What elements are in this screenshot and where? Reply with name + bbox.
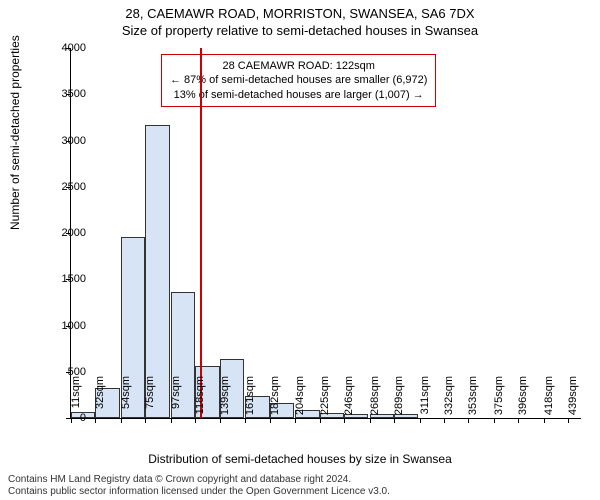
y-tick-label: 1500 — [46, 273, 86, 285]
x-tick-mark — [121, 418, 122, 423]
annotation-line1: 28 CAEMAWR ROAD: 122sqm — [170, 59, 427, 73]
x-tick-label: 97sqm — [170, 376, 182, 416]
x-tick-mark — [568, 418, 569, 423]
y-tick-label: 1000 — [46, 320, 86, 332]
x-tick-mark — [245, 418, 246, 423]
footer-attribution: Contains HM Land Registry data © Crown c… — [8, 474, 390, 498]
x-tick-mark — [171, 418, 172, 423]
x-tick-label: 353sqm — [467, 376, 479, 416]
x-tick-mark — [544, 418, 545, 423]
x-tick-label: 246sqm — [343, 376, 355, 416]
x-tick-mark — [344, 418, 345, 423]
x-tick-mark — [95, 418, 96, 423]
y-tick-label: 3000 — [46, 135, 86, 147]
plot-area: 28 CAEMAWR ROAD: 122sqm ← 87% of semi-de… — [70, 48, 581, 419]
x-tick-label: 118sqm — [194, 376, 206, 416]
x-tick-label: 75sqm — [144, 376, 156, 416]
chart-title-line2: Size of property relative to semi-detach… — [0, 21, 600, 38]
y-tick-label: 2000 — [46, 227, 86, 239]
x-tick-label: 439sqm — [567, 376, 579, 416]
y-tick-label: 3500 — [46, 88, 86, 100]
x-tick-label: 161sqm — [244, 376, 256, 416]
x-tick-mark — [195, 418, 196, 423]
x-tick-mark — [518, 418, 519, 423]
y-tick-label: 4000 — [46, 42, 86, 54]
x-tick-mark — [420, 418, 421, 423]
footer-line1: Contains HM Land Registry data © Crown c… — [8, 474, 390, 486]
x-tick-label: 11sqm — [70, 376, 82, 416]
footer-line2: Contains public sector information licen… — [8, 486, 390, 498]
annotation-line3: 13% of semi-detached houses are larger (… — [170, 88, 427, 102]
y-axis-label: Number of semi-detached properties — [8, 35, 22, 230]
x-tick-mark — [370, 418, 371, 423]
x-tick-mark — [444, 418, 445, 423]
x-tick-label: 32sqm — [94, 376, 106, 416]
x-tick-label: 268sqm — [369, 376, 381, 416]
x-tick-label: 204sqm — [294, 376, 306, 416]
x-tick-label: 311sqm — [419, 376, 431, 416]
histogram-bar — [145, 125, 169, 418]
x-tick-label: 396sqm — [517, 376, 529, 416]
x-tick-mark — [494, 418, 495, 423]
annotation-box: 28 CAEMAWR ROAD: 122sqm ← 87% of semi-de… — [161, 54, 436, 107]
x-tick-label: 375sqm — [493, 376, 505, 416]
x-tick-label: 332sqm — [443, 376, 455, 416]
chart-container: 28, CAEMAWR ROAD, MORRISTON, SWANSEA, SA… — [0, 0, 600, 500]
x-tick-label: 182sqm — [269, 376, 281, 416]
annotation-line2: ← 87% of semi-detached houses are smalle… — [170, 73, 427, 87]
x-tick-mark — [145, 418, 146, 423]
y-tick-label: 2500 — [46, 181, 86, 193]
x-tick-label: 139sqm — [219, 376, 231, 416]
x-tick-label: 54sqm — [120, 376, 132, 416]
x-tick-label: 289sqm — [393, 376, 405, 416]
chart-title-line1: 28, CAEMAWR ROAD, MORRISTON, SWANSEA, SA… — [0, 0, 600, 21]
x-tick-label: 418sqm — [543, 376, 555, 416]
x-tick-mark — [220, 418, 221, 423]
x-tick-mark — [270, 418, 271, 423]
x-tick-mark — [320, 418, 321, 423]
marker-line — [200, 48, 202, 418]
x-tick-mark — [394, 418, 395, 423]
x-tick-label: 225sqm — [319, 376, 331, 416]
x-tick-mark — [295, 418, 296, 423]
x-tick-mark — [468, 418, 469, 423]
x-axis-label: Distribution of semi-detached houses by … — [0, 452, 600, 466]
